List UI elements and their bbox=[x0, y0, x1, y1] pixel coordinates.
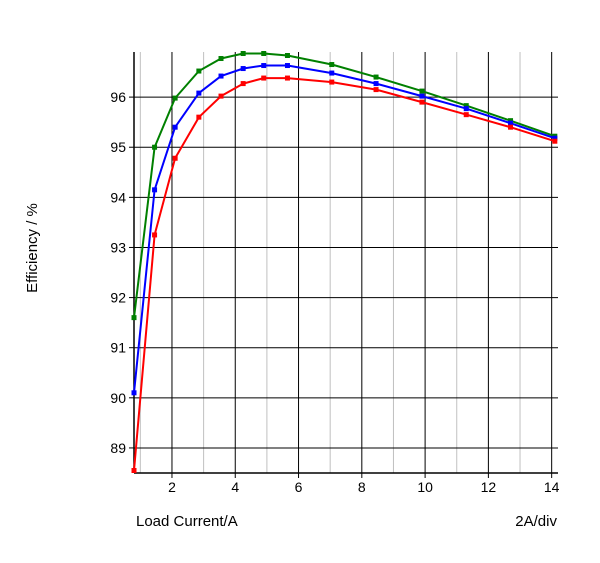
series-3-point bbox=[508, 124, 514, 130]
series-layer bbox=[131, 51, 558, 473]
series-3-point bbox=[218, 93, 224, 99]
series-1-point bbox=[218, 56, 224, 62]
y-tick-label: 94 bbox=[110, 189, 126, 205]
major-grid bbox=[134, 52, 558, 473]
series-2-point bbox=[552, 135, 558, 141]
x-tick-label: 12 bbox=[481, 479, 497, 495]
y-tick-label: 89 bbox=[110, 440, 126, 456]
series-3-point bbox=[552, 138, 558, 144]
series-1-point bbox=[329, 62, 335, 68]
y-tick-label: 95 bbox=[110, 139, 126, 155]
x-scale-note: 2A/div bbox=[515, 513, 557, 530]
tick-labels: 2 4 6 8 10 12 14 89 90 91 92 93 94 95 96 bbox=[110, 89, 559, 495]
x-tick-label: 14 bbox=[544, 479, 560, 495]
series-3-point bbox=[261, 75, 267, 81]
series-2-point bbox=[196, 90, 202, 96]
series-1-point bbox=[261, 51, 267, 57]
series-3-point bbox=[131, 467, 137, 473]
y-tick-label: 92 bbox=[110, 290, 126, 306]
series-3-point bbox=[240, 81, 246, 87]
x-tick-label: 2 bbox=[168, 479, 176, 495]
x-tick-label: 8 bbox=[358, 479, 366, 495]
series-1-point bbox=[284, 53, 290, 59]
series-line-2 bbox=[133, 64, 556, 393]
series-2-point bbox=[373, 81, 379, 87]
series-1-point bbox=[196, 68, 202, 74]
series-2-point bbox=[329, 70, 335, 76]
series-3-point bbox=[152, 232, 158, 238]
series-2-point bbox=[284, 63, 290, 69]
series-2-point bbox=[261, 63, 267, 69]
plot-background bbox=[134, 52, 558, 473]
series-2-point bbox=[131, 390, 137, 396]
series-2-point bbox=[152, 187, 158, 193]
series-2-point bbox=[508, 120, 514, 126]
series-3-point bbox=[172, 155, 178, 161]
y-axis-label: Efficiency / % bbox=[24, 203, 41, 293]
series-2-point bbox=[419, 93, 425, 99]
y-tick-label: 91 bbox=[110, 340, 126, 356]
series-3-point bbox=[329, 79, 335, 85]
x-tick-label: 6 bbox=[295, 479, 303, 495]
x-axis-label: Load Current/A bbox=[136, 513, 238, 530]
minor-grid bbox=[139, 52, 521, 473]
series-1-point bbox=[172, 95, 178, 101]
y-tick-label: 90 bbox=[110, 390, 126, 406]
series-3-point bbox=[284, 75, 290, 81]
y-tick-label: 93 bbox=[110, 239, 126, 255]
series-1-point bbox=[131, 315, 137, 321]
series-3-point bbox=[419, 99, 425, 105]
series-line-1 bbox=[133, 52, 556, 318]
series-2-point bbox=[240, 66, 246, 72]
series-1-point bbox=[419, 88, 425, 94]
series-1-point bbox=[463, 103, 469, 109]
series-1-point bbox=[508, 118, 514, 124]
series-1-point bbox=[240, 51, 246, 57]
series-3-point bbox=[463, 112, 469, 118]
y-tick-label: 96 bbox=[110, 89, 126, 105]
series-1-point bbox=[152, 144, 158, 150]
series-2-point bbox=[172, 124, 178, 130]
series-3-point bbox=[196, 114, 202, 120]
series-2-point bbox=[463, 106, 469, 112]
axes bbox=[129, 52, 558, 478]
series-1-point bbox=[373, 74, 379, 80]
series-line-3 bbox=[133, 77, 556, 471]
series-3-point bbox=[373, 87, 379, 93]
x-tick-label: 10 bbox=[417, 479, 433, 495]
x-tick-label: 4 bbox=[231, 479, 239, 495]
series-2-point bbox=[218, 73, 224, 79]
